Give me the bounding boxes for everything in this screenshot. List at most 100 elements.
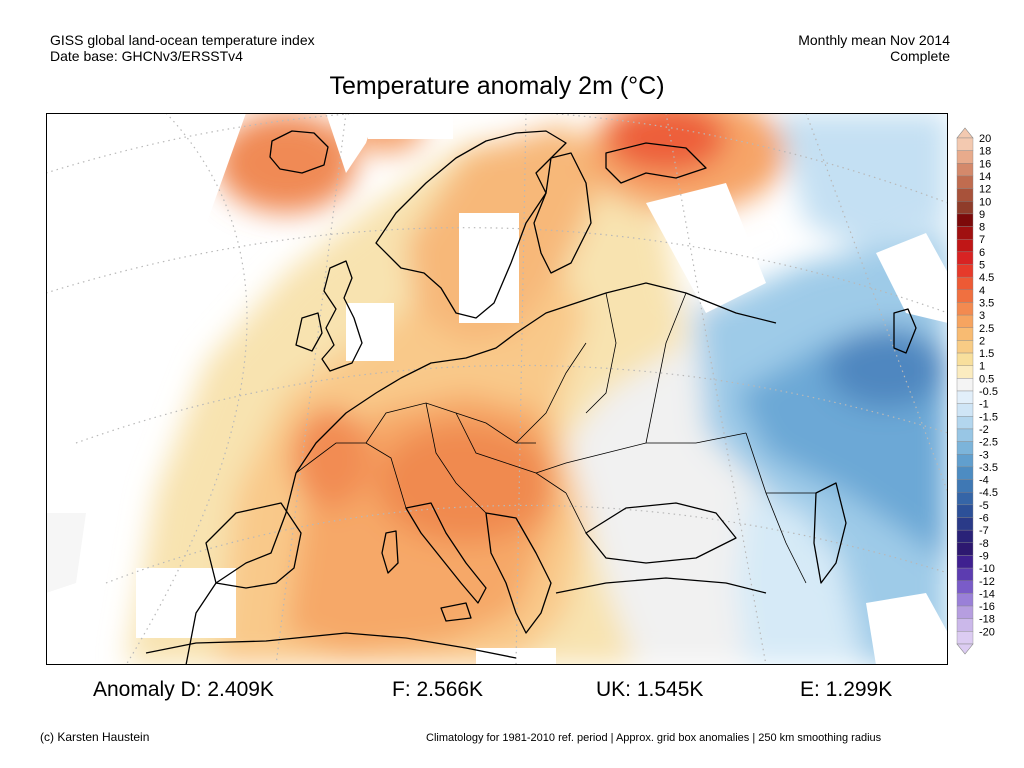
colorbar-swatch — [956, 631, 974, 645]
colorbar-swatch — [956, 264, 974, 278]
colorbar-swatch — [956, 276, 974, 290]
anomaly-spain: E: 1.299K — [800, 678, 893, 701]
colorbar-swatch — [956, 416, 974, 430]
colorbar-tick-label: -20 — [979, 626, 995, 638]
colorbar-swatch — [956, 238, 974, 253]
period-label: Monthly mean Nov 2014 — [798, 32, 950, 48]
colorbar-tick-label: 7 — [979, 234, 985, 246]
colorbar-bottom-arrow — [956, 643, 974, 655]
colorbar-top-arrow — [956, 127, 974, 139]
colorbar-tick-label: 18 — [979, 146, 991, 158]
colorbar-swatch — [956, 289, 974, 303]
colorbar-tick-label: -5 — [979, 500, 989, 512]
colorbar-tick-label: -9 — [979, 550, 989, 562]
colorbar-tick-label: -6 — [979, 513, 989, 525]
data-base-label: Date base: GHCNv3/ERSSTv4 — [50, 48, 243, 64]
colorbar-swatch — [956, 580, 974, 594]
colorbar-swatch — [956, 188, 974, 202]
colorbar-tick-label: -1 — [979, 399, 989, 411]
colorbar-tick-label: 20 — [979, 133, 991, 145]
colorbar-swatch — [956, 302, 974, 316]
colorbar-swatch — [956, 479, 974, 493]
colorbar-tick-label: -4 — [979, 475, 989, 487]
borders — [295, 292, 816, 584]
colorbar-tick-label: -12 — [979, 576, 995, 588]
colorbar-tick-label: 5 — [979, 260, 985, 272]
methodology-note: Climatology for 1981-2010 ref. period | … — [426, 732, 882, 744]
colorbar-swatch — [956, 150, 974, 164]
colorbar-swatch — [956, 163, 974, 177]
colorbar-swatch — [956, 137, 974, 151]
colorbar-tick-label: -14 — [979, 588, 995, 600]
dataset-title: GISS global land-ocean temperature index — [50, 32, 315, 48]
colorbar-tick-label: -8 — [979, 538, 989, 550]
header-left: GISS global land-ocean temperature index… — [50, 32, 315, 64]
colorbar-tick-label: 2 — [979, 335, 985, 347]
colorbar-tick-label: 12 — [979, 184, 991, 196]
anomaly-map — [46, 113, 948, 665]
colorbar-labels: 201816141210987654.543.532.521.510.5-0.5… — [979, 133, 998, 638]
colorbar-tick-label: 6 — [979, 247, 985, 259]
colorbar-tick-label: 10 — [979, 196, 991, 208]
completeness-label: Complete — [890, 48, 950, 64]
colorbar-swatch — [956, 517, 974, 531]
colorbar-swatch — [956, 428, 974, 442]
colorbar-swatch — [956, 251, 974, 265]
anomaly-field — [126, 113, 948, 665]
colorbar-tick-label: 8 — [979, 222, 985, 234]
colorbar-swatch — [956, 175, 974, 189]
colorbar-swatches — [956, 127, 974, 655]
colorbar-swatch — [956, 441, 974, 455]
anomaly-uk: UK: 1.545K — [596, 678, 704, 701]
colorbar-swatch — [956, 618, 974, 632]
graticule — [46, 113, 948, 665]
colorbar-swatch — [956, 201, 974, 215]
colorbar-swatch — [956, 555, 974, 569]
anomaly-france: F: 2.566K — [392, 678, 484, 701]
colorbar-tick-label: -7 — [979, 525, 989, 537]
colorbar-swatch — [956, 213, 974, 227]
colorbar-tick-label: 14 — [979, 171, 991, 183]
colorbar-tick-label: -2.5 — [979, 437, 998, 449]
colorbar-swatch — [956, 492, 974, 506]
colorbar-swatch — [956, 314, 974, 328]
copyright-note: (c) Karsten Haustein — [40, 730, 150, 744]
no-data-boxes — [46, 113, 948, 665]
colorbar-tick-label: -10 — [979, 563, 995, 575]
colorbar-swatch — [956, 226, 974, 240]
colorbar-swatch — [956, 529, 974, 543]
colorbar-swatch — [956, 340, 974, 354]
colorbar-swatch — [956, 454, 974, 468]
colorbar-tick-label: -16 — [979, 601, 995, 613]
colorbar-swatch — [956, 390, 974, 404]
colorbar-tick-label: 2.5 — [979, 323, 994, 335]
colorbar-tick-label: 4.5 — [979, 272, 994, 284]
header-right: Monthly mean Nov 2014 Complete — [798, 32, 950, 64]
colorbar: 201816141210987654.543.532.521.510.5-0.5… — [956, 127, 998, 655]
colorbar-tick-label: -3.5 — [979, 462, 998, 474]
colorbar-swatch — [956, 403, 974, 417]
colorbar-tick-label: -3 — [979, 449, 989, 461]
map-frame — [46, 113, 948, 665]
anomaly-germany: Anomaly D: 2.409K — [93, 678, 274, 701]
colorbar-tick-label: 1.5 — [979, 348, 994, 360]
colorbar-tick-label: -18 — [979, 614, 995, 626]
colorbar-tick-label: 9 — [979, 209, 985, 221]
colorbar-swatch — [956, 352, 974, 366]
colorbar-tick-label: 16 — [979, 158, 991, 170]
colorbar-tick-label: 3.5 — [979, 297, 994, 309]
colorbar-tick-label: -4.5 — [979, 487, 998, 499]
colorbar-tick-label: -0.5 — [979, 386, 998, 398]
colorbar-swatch — [956, 378, 974, 392]
colorbar-tick-label: 4 — [979, 285, 985, 297]
colorbar-swatch — [956, 542, 974, 556]
colorbar-tick-label: 1 — [979, 361, 985, 373]
colorbar-tick-label: -1.5 — [979, 411, 998, 423]
colorbar-swatch — [956, 593, 974, 607]
colorbar-tick-label: -2 — [979, 424, 989, 436]
colorbar-swatch — [956, 605, 974, 619]
colorbar-tick-label: 3 — [979, 310, 985, 322]
colorbar-tick-label: 0.5 — [979, 373, 994, 385]
colorbar-swatch — [956, 327, 974, 341]
colorbar-swatch — [956, 466, 974, 480]
